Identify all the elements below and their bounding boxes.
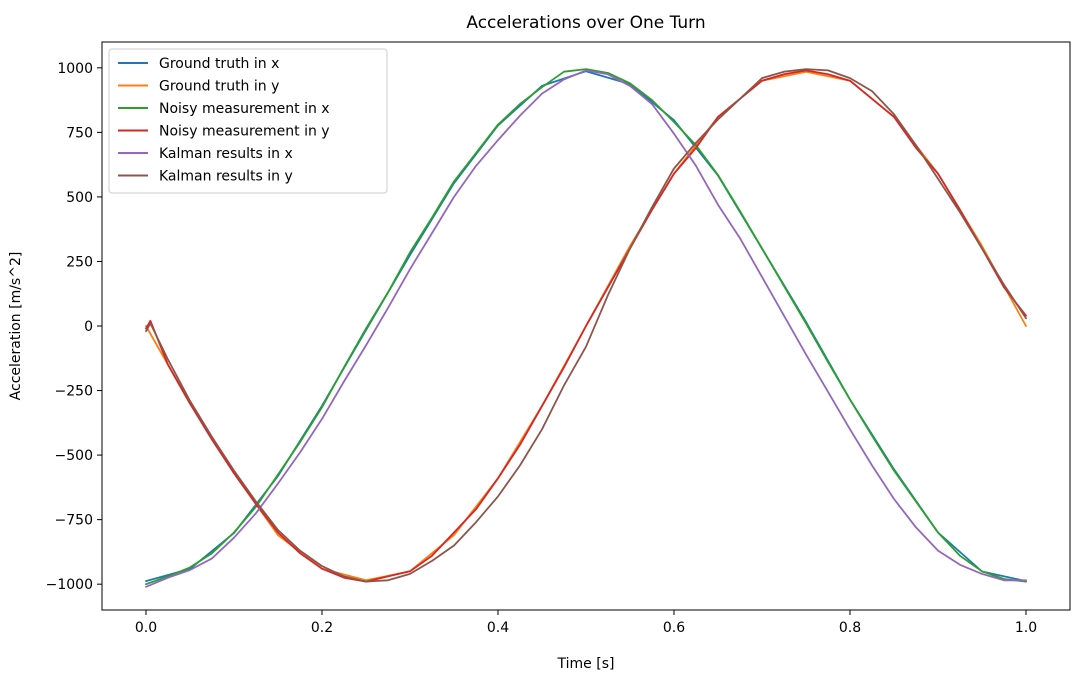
series-line-4 xyxy=(145,69,1027,583)
legend: Ground truth in x Ground truth in y Noisy … xyxy=(108,48,388,194)
x-axis: 0.0 0.2 0.4 0.6 0.8 1.0 xyxy=(135,610,1037,636)
y-tick-label: 750 xyxy=(66,125,93,141)
series-line-6 xyxy=(145,68,1027,583)
legend-label: Ground truth in y xyxy=(159,79,279,95)
series-line-3 xyxy=(145,68,1027,586)
legend-label: Kalman results in y xyxy=(159,169,293,185)
legend-label: Ground truth in x xyxy=(159,56,279,72)
y-tick-label: −500 xyxy=(55,448,93,464)
x-tick-label: 0.6 xyxy=(663,620,685,636)
plot-series xyxy=(145,68,1027,588)
x-tick-label: 1.0 xyxy=(1015,620,1037,636)
y-axis-title: Acceleration [m/s^2] xyxy=(8,252,24,401)
legend-label: Kalman results in x xyxy=(159,146,293,162)
legend-box xyxy=(108,48,388,194)
x-tick-label: 0.2 xyxy=(311,620,333,636)
legend-label: Noisy measurement in y xyxy=(159,124,330,140)
legend-label: Noisy measurement in x xyxy=(159,101,330,117)
x-axis-title: Time [s] xyxy=(557,656,615,672)
y-tick-label: 500 xyxy=(66,190,93,206)
chart-title: Accelerations over One Turn xyxy=(466,13,705,33)
y-tick-label: 0 xyxy=(84,319,93,335)
y-tick-label: −250 xyxy=(55,384,93,400)
y-tick-label: 250 xyxy=(66,254,93,270)
series-line-5 xyxy=(145,69,1027,588)
y-axis: 1000 750 500 250 0 −250 −500 −750 −1000 xyxy=(46,61,102,593)
y-tick-label: −750 xyxy=(55,513,93,529)
x-tick-label: 0.4 xyxy=(487,620,509,636)
y-tick-label: 1000 xyxy=(57,61,93,77)
x-tick-label: 0.8 xyxy=(839,620,861,636)
y-tick-label: −1000 xyxy=(46,577,93,593)
x-tick-label: 0.0 xyxy=(135,620,157,636)
